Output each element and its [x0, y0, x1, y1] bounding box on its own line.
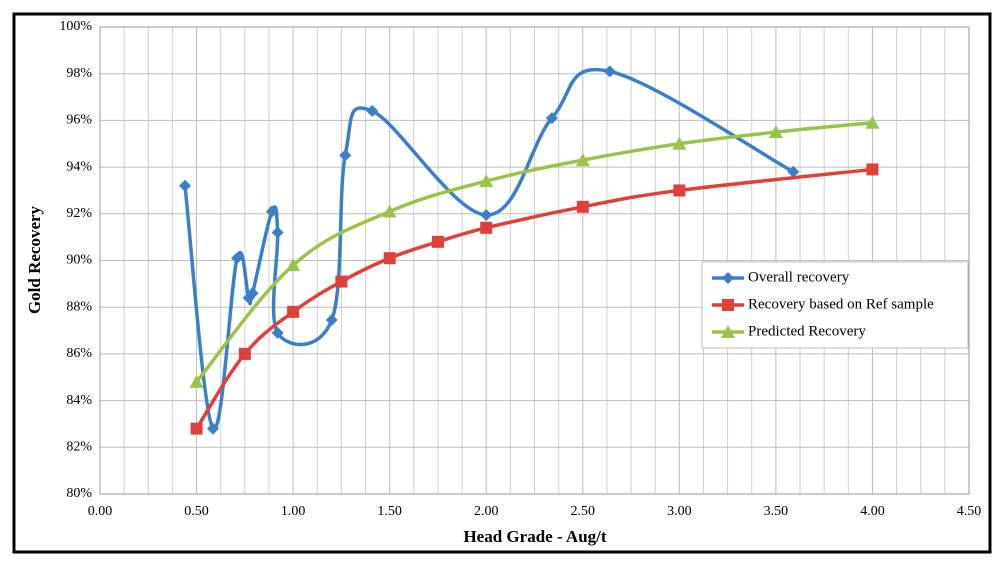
marker — [603, 65, 616, 78]
x-tick-label: 1.00 — [281, 504, 306, 519]
marker — [721, 325, 735, 338]
plot-area — [99, 26, 970, 495]
marker — [246, 287, 259, 300]
marker — [768, 125, 783, 139]
marker — [286, 258, 301, 272]
y-tick-label: 82% — [66, 440, 92, 455]
marker — [190, 422, 203, 435]
x-tick-label: 3.00 — [667, 504, 692, 519]
x-axis-title: Head Grade - Aug/t — [463, 527, 606, 546]
y-axis-title: Gold Recovery — [25, 205, 44, 314]
legend-box — [701, 261, 969, 349]
marker — [866, 163, 879, 176]
series-line — [183, 67, 795, 431]
marker — [287, 305, 300, 318]
x-tick-label: 3.50 — [764, 504, 789, 519]
y-tick-label: 96% — [66, 113, 92, 128]
marker — [383, 252, 396, 265]
marker — [335, 275, 348, 288]
marker — [545, 112, 558, 125]
marker — [231, 252, 244, 265]
marker — [480, 208, 493, 221]
marker — [325, 314, 338, 327]
y-tick-label: 98% — [66, 66, 92, 81]
x-tick-label: 4.00 — [860, 504, 885, 519]
marker — [479, 174, 494, 188]
marker — [722, 299, 734, 311]
marker — [722, 272, 734, 284]
marker — [480, 221, 493, 234]
y-tick-label: 90% — [66, 253, 92, 268]
marker — [576, 200, 589, 213]
marker — [339, 149, 352, 162]
legend-label: Predicted Recovery — [748, 323, 866, 339]
y-tick-label: 100% — [59, 19, 92, 34]
marker — [178, 179, 191, 192]
marker — [672, 136, 687, 150]
marker — [238, 347, 251, 360]
y-tick-label: 80% — [66, 486, 92, 501]
marker — [787, 165, 800, 178]
marker — [382, 204, 397, 218]
marker — [865, 115, 880, 129]
legend-label: Overall recovery — [748, 269, 850, 285]
marker — [575, 153, 590, 167]
marker — [206, 422, 219, 435]
marker — [271, 326, 284, 339]
y-tick-label: 88% — [66, 299, 92, 314]
y-tick-label: 86% — [66, 346, 92, 361]
marker — [189, 374, 204, 388]
legend-label: Recovery based on Ref sample — [748, 296, 934, 312]
y-tick-label: 92% — [66, 206, 92, 221]
x-tick-label: 4.50 — [957, 504, 982, 519]
x-tick-label: 0.00 — [88, 504, 113, 519]
x-tick-label: 0.50 — [184, 504, 209, 519]
marker — [431, 235, 444, 248]
marker — [271, 226, 284, 239]
marker — [673, 184, 686, 197]
marker — [366, 105, 379, 118]
x-tick-label: 2.00 — [474, 504, 499, 519]
x-tick-label: 1.50 — [377, 504, 402, 519]
y-tick-label: 94% — [66, 159, 92, 174]
x-tick-label: 2.50 — [571, 504, 596, 519]
marker — [265, 205, 278, 218]
y-tick-label: 84% — [66, 393, 92, 408]
